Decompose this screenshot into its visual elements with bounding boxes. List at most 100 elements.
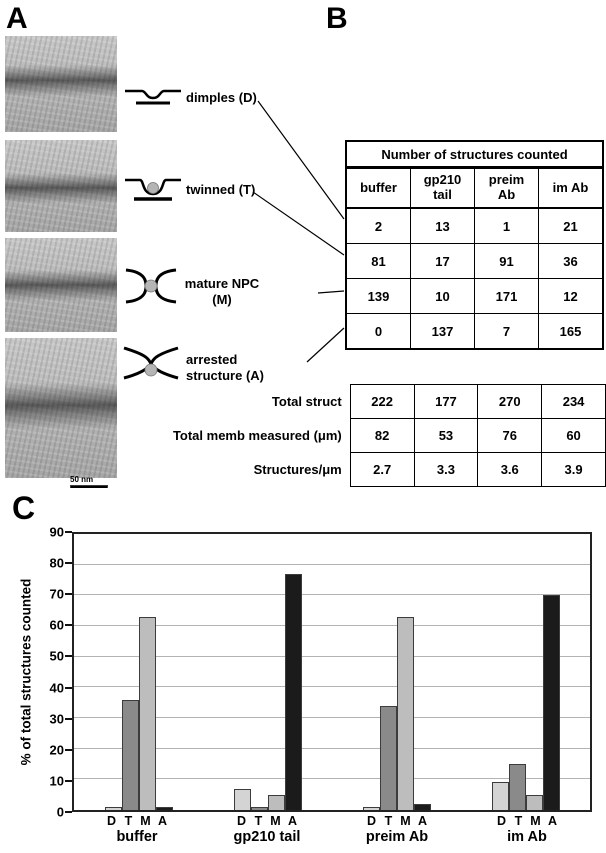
- x-category-label: A: [287, 814, 298, 828]
- twinned-icon: [124, 172, 182, 207]
- gridline: [74, 747, 590, 749]
- x-category-label: T: [254, 814, 263, 828]
- bar-group-preim-Ab: [362, 616, 431, 810]
- x-series-label: im Ab: [507, 829, 547, 845]
- cell: 139: [345, 278, 411, 314]
- x-series-label: buffer: [116, 829, 158, 845]
- counts-table-title: Number of structures counted: [345, 140, 604, 169]
- cell: 0: [345, 313, 411, 350]
- bar-m: [525, 794, 543, 810]
- bar-group-im-Ab: [491, 595, 560, 810]
- x-category-label: M: [270, 814, 281, 828]
- bar-t: [250, 806, 268, 810]
- column-header-preim-ab: preim Ab: [474, 167, 539, 209]
- y-tick-label: 50: [49, 648, 64, 664]
- cell: 165: [538, 313, 604, 350]
- totals-table: Total struct 222 177 270 234 Total memb …: [120, 384, 606, 487]
- table-row-total-struct: Total struct 222 177 270 234: [120, 384, 606, 419]
- table-row-mature-npc: 139 10 171 12: [345, 278, 604, 314]
- table-row-twinned: 81 17 91 36: [345, 243, 604, 279]
- bar-m: [396, 616, 414, 810]
- cell: 137: [410, 313, 475, 350]
- x-category-label: M: [530, 814, 541, 828]
- y-tick-label: 60: [49, 617, 64, 633]
- x-category-label: D: [496, 814, 507, 828]
- em-image-mature-npc: [5, 238, 117, 332]
- y-tick-mark: [65, 624, 72, 627]
- bar-t: [508, 764, 526, 810]
- table-row-structures-per-um: Structures/μm 2.7 3.3 3.6 3.9: [120, 452, 606, 487]
- y-tick-mark: [65, 531, 72, 533]
- cell: 21: [538, 207, 604, 244]
- mature-npc-icon: [120, 268, 182, 309]
- y-tick-label: 0: [56, 804, 64, 820]
- table-row-total-memb: Total memb measured (μm) 82 53 76 60: [120, 418, 606, 453]
- x-category-label: T: [514, 814, 523, 828]
- x-category-label: D: [106, 814, 117, 828]
- panel-c-label: C: [12, 490, 36, 526]
- cell: 3.9: [541, 452, 606, 487]
- em-image-dimples: [5, 36, 117, 132]
- scale-bar-label: 50 nm: [70, 475, 94, 484]
- cell: 13: [410, 207, 475, 244]
- cell: 2.7: [349, 452, 415, 487]
- gridline: [74, 778, 590, 780]
- chart-plot-area: [72, 532, 592, 812]
- cell: 1: [474, 207, 539, 244]
- x-category-label: D: [236, 814, 247, 828]
- cell: 177: [413, 384, 479, 419]
- gridline: [74, 594, 590, 596]
- cell: 3.3: [413, 452, 479, 487]
- bar-t: [121, 699, 139, 810]
- scale-bar-line: [70, 485, 108, 488]
- bar-group-buffer: [104, 616, 173, 810]
- cell: 7: [474, 313, 539, 350]
- y-tick-mark: [65, 593, 72, 596]
- x-category-label: A: [157, 814, 168, 828]
- cell: 171: [474, 278, 539, 314]
- y-tick-label: 80: [49, 555, 64, 571]
- y-tick-mark: [65, 686, 72, 689]
- cell: 17: [410, 243, 475, 279]
- cell: 91: [474, 243, 539, 279]
- cell: 60: [541, 418, 606, 453]
- arrested-structure-label: arrested structure (A): [186, 352, 265, 384]
- gridline: [74, 625, 590, 626]
- cell: 234: [541, 384, 606, 419]
- y-tick-label: 10: [49, 773, 64, 789]
- gridline: [74, 717, 590, 718]
- cell: 53: [413, 418, 479, 453]
- mature-npc-label: mature NPC (M): [184, 276, 260, 308]
- y-tick-mark: [65, 562, 72, 565]
- dimples-label: dimples (D): [186, 90, 257, 105]
- cell: 10: [410, 278, 475, 314]
- x-category-label: A: [417, 814, 428, 828]
- counts-table: Number of structures counted buffer gp21…: [345, 140, 604, 350]
- cell: 3.6: [477, 452, 543, 487]
- x-series-label: gp210 tail: [233, 829, 301, 845]
- y-tick-label: 30: [49, 711, 64, 727]
- table-row-arrested: 0 137 7 165: [345, 313, 604, 350]
- y-tick-label: 70: [49, 586, 64, 602]
- x-category-label: T: [124, 814, 133, 828]
- column-header-buffer: buffer: [345, 167, 411, 209]
- table-row-dimples: 2 13 1 21: [345, 207, 604, 244]
- row-label: Structures/μm: [253, 462, 342, 477]
- bar-d: [104, 806, 122, 810]
- bar-m: [138, 616, 156, 810]
- x-category-label: T: [384, 814, 393, 828]
- twinned-label: twinned (T): [186, 182, 256, 197]
- cell: 12: [538, 278, 604, 314]
- bar-d: [362, 806, 380, 810]
- cell: 222: [349, 384, 415, 419]
- dimples-icon: [124, 83, 182, 112]
- gridline: [74, 563, 590, 565]
- gridline: [74, 655, 590, 657]
- x-category-label: A: [547, 814, 558, 828]
- panel-a-label: A: [6, 2, 28, 35]
